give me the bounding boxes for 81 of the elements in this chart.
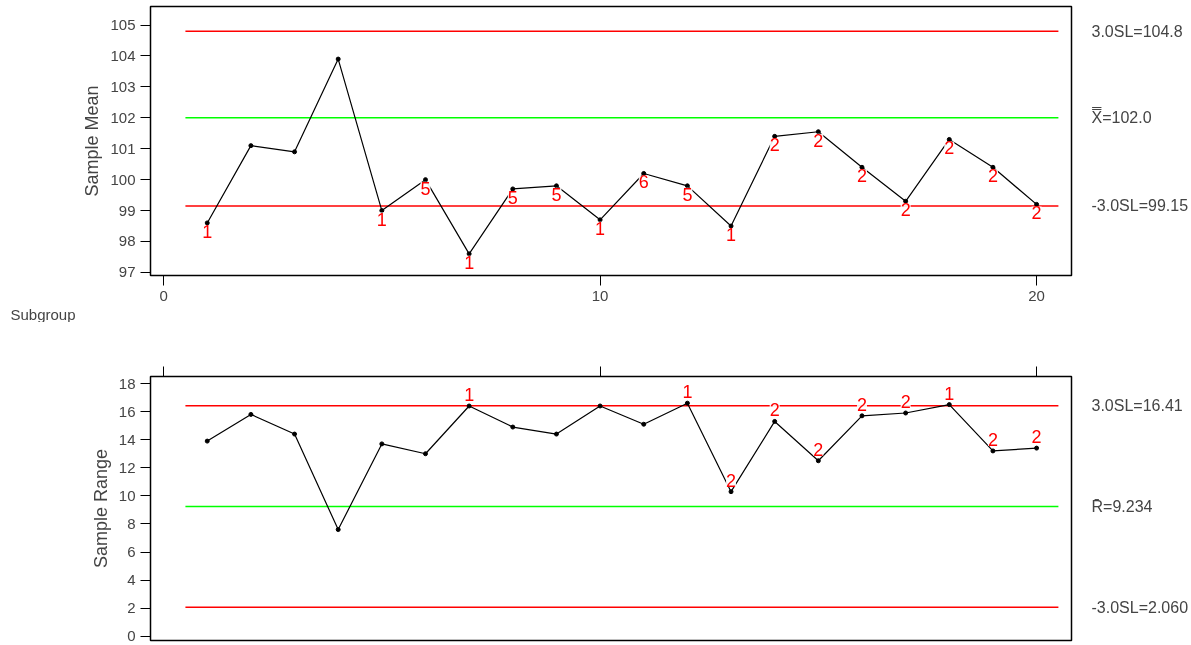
point (553, 431, 559, 437)
ref-line-label: R̄=9.234 (1091, 498, 1153, 516)
y-tick-label: 14 (118, 430, 136, 448)
annotation: 2 (856, 394, 867, 415)
point (990, 448, 996, 454)
y-tick-label: 98 (118, 232, 136, 250)
y-tick-label: 0 (127, 627, 136, 645)
annotation: 2 (900, 200, 911, 221)
annotation: 1 (464, 252, 475, 273)
point (728, 489, 734, 495)
annotation: 2 (813, 439, 824, 460)
annotation: 6 (638, 172, 649, 193)
point (335, 56, 341, 62)
annotation: 2 (987, 166, 998, 187)
annotation: 2 (726, 470, 737, 491)
y-axis-title: Sample Range (90, 448, 111, 569)
point (510, 424, 516, 430)
point (815, 458, 821, 464)
y-tick-label: 102 (110, 108, 136, 126)
annotation: 2 (856, 166, 867, 187)
y-tick-label: 103 (110, 77, 136, 95)
y-tick-label: 6 (127, 543, 136, 561)
y-tick-label: 99 (118, 201, 136, 219)
annotation: 1 (726, 225, 737, 246)
y-tick-label: 97 (118, 263, 136, 281)
annotation: 5 (682, 184, 693, 205)
y-tick-label: 104 (110, 46, 136, 64)
annotation: 1 (376, 209, 387, 230)
point (903, 410, 909, 416)
y-tick-label: 12 (118, 458, 136, 476)
y-tick-label: 4 (127, 571, 136, 589)
point (379, 441, 385, 447)
annotation: 2 (769, 135, 780, 156)
annotation: 2 (987, 429, 998, 450)
x-axis-title: Subgroup (10, 305, 76, 323)
annotation: 5 (507, 187, 518, 208)
point (422, 451, 428, 457)
point (772, 418, 778, 424)
annotation: 5 (551, 184, 562, 205)
x-tick-label: 20 (1028, 286, 1045, 304)
annotation: 1 (595, 218, 606, 239)
ref-line-label: 3.0SL=16.41 (1091, 397, 1183, 415)
y-tick-label: 2 (127, 599, 136, 617)
annotation: 1 (682, 382, 693, 403)
point (335, 527, 341, 533)
y-tick-label: 100 (110, 170, 136, 188)
annotation: 2 (769, 400, 780, 421)
x-tick-label: 0 (159, 286, 168, 304)
y-tick-label: 101 (110, 139, 136, 157)
annotation: 2 (813, 130, 824, 151)
point (684, 400, 690, 406)
point (859, 413, 865, 419)
point (597, 403, 603, 409)
y-tick-label: 105 (110, 16, 136, 34)
ref-line-label: 3.0SL=104.8 (1091, 22, 1183, 40)
y-axis-title: Sample Mean (82, 85, 103, 197)
y-tick-label: 18 (118, 374, 136, 392)
annotation: 1 (202, 221, 213, 242)
point (641, 421, 647, 427)
ref-line-label: -3.0SL=2.060 (1091, 598, 1189, 616)
y-tick-label: 16 (118, 402, 136, 420)
point (248, 143, 254, 149)
annotation: 2 (944, 138, 955, 159)
annotation: 2 (1031, 427, 1042, 448)
point (292, 431, 298, 437)
y-tick-label: 8 (127, 514, 136, 532)
annotation: 1 (944, 383, 955, 404)
point (248, 411, 254, 417)
x-tick-label: 10 (591, 286, 609, 304)
ref-line-label: -3.0SL=99.15 (1091, 197, 1189, 215)
point (946, 402, 952, 408)
point (204, 438, 210, 444)
point (292, 149, 298, 155)
annotation: 1 (464, 384, 475, 405)
y-tick-label: 10 (118, 486, 136, 504)
annotation: 2 (900, 392, 911, 413)
point (1034, 445, 1040, 451)
point (466, 403, 472, 409)
ref-line-label: X̿=102.0 (1091, 107, 1152, 127)
annotation: 5 (420, 178, 431, 199)
annotation: 2 (1031, 203, 1042, 224)
